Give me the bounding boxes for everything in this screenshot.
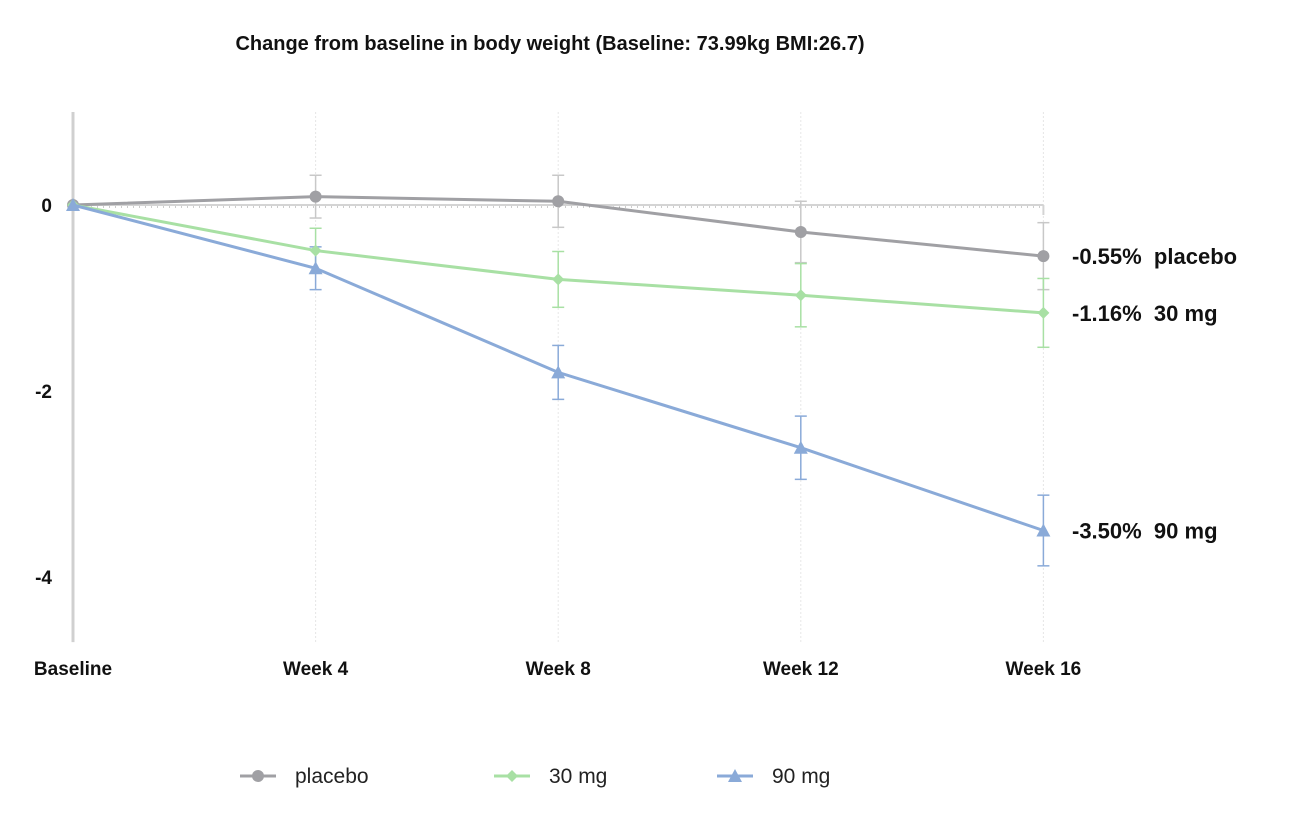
grid: [315, 112, 1044, 643]
series-layer: [66, 174, 1051, 567]
end-label-90-mg: -3.50% 90 mg: [1072, 519, 1218, 544]
legend-marker-30-mg: [506, 770, 518, 782]
legend: placebo 30 mg 90 mg: [240, 765, 830, 788]
y-tick-label: 0: [41, 196, 52, 217]
x-tick-label: Week 12: [763, 659, 839, 680]
end-label-30-mg: -1.16% 30 mg: [1072, 301, 1218, 326]
data-point-placebo: [552, 195, 565, 208]
data-point-90-mg: [66, 198, 80, 211]
legend-label-placebo: placebo: [295, 765, 369, 788]
legend-label-30-mg: 30 mg: [549, 765, 607, 788]
end-label-placebo: -0.55% placebo: [1072, 244, 1237, 269]
x-tick-label: Baseline: [34, 659, 112, 680]
data-point-placebo: [1037, 250, 1050, 263]
y-tick-label: -4: [35, 568, 52, 589]
data-point-90-mg: [308, 261, 323, 275]
data-point-placebo: [794, 225, 807, 238]
data-point-90-mg: [1036, 523, 1051, 537]
legend-marker-placebo: [252, 770, 264, 782]
x-tick-label: Week 16: [1006, 659, 1082, 680]
legend-label-90-mg: 90 mg: [772, 765, 830, 788]
end-labels: -0.55% placebo -1.16% 30 mg -3.50% 90 mg: [1072, 244, 1237, 543]
data-point-30-mg: [552, 273, 565, 286]
data-point-30-mg: [1037, 306, 1050, 319]
data-point-30-mg: [794, 289, 807, 302]
legend-marker-90-mg: [728, 769, 742, 782]
data-point-placebo: [309, 190, 322, 203]
x-tick-label: Week 8: [526, 659, 591, 680]
data-point-90-mg: [793, 440, 808, 454]
chart-title: Change from baseline in body weight (Bas…: [235, 33, 864, 55]
data-point-30-mg: [309, 244, 322, 257]
x-tick-label: Week 4: [283, 659, 349, 680]
y-tick-label: -2: [35, 382, 52, 403]
data-point-90-mg: [551, 365, 566, 379]
